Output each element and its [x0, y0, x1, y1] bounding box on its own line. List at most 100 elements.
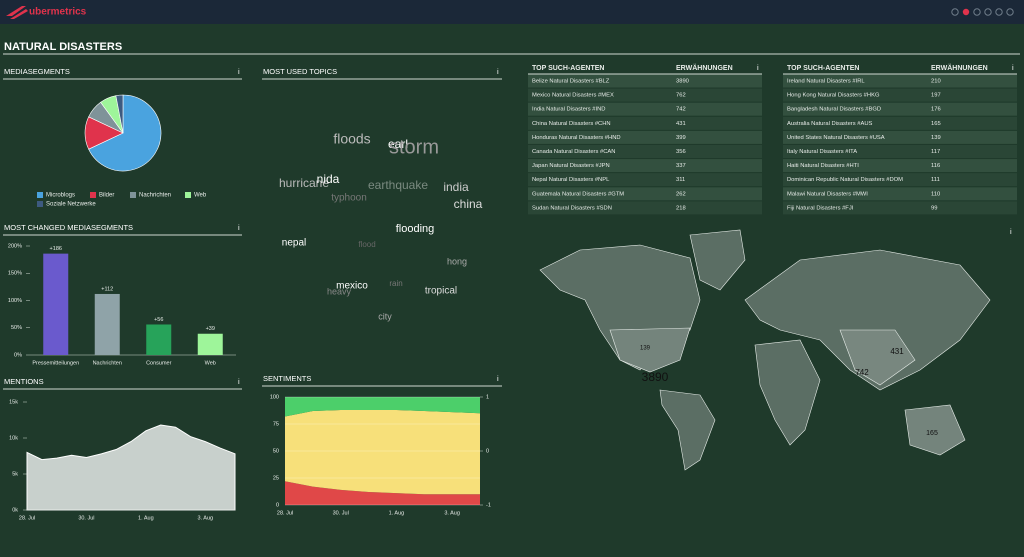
y-tick-label: 200%: [8, 243, 22, 249]
bar: [94, 293, 120, 355]
stacked-area: [285, 481, 480, 505]
table-row: [528, 102, 762, 116]
topic-word[interactable]: nida: [317, 172, 340, 186]
table-row: [528, 130, 762, 144]
topic-word[interactable]: hong: [447, 256, 467, 266]
y-tick-label: 100: [270, 394, 279, 400]
topic-word[interactable]: city: [378, 311, 392, 321]
topic-word[interactable]: storm: [389, 136, 439, 158]
map-label: 431: [890, 347, 904, 356]
table-cell: 742: [676, 107, 686, 113]
table-cell: 337: [676, 163, 686, 169]
table-row: [783, 74, 1017, 88]
x-tick-label: 1. Aug: [138, 515, 154, 521]
map-label: 742: [855, 368, 869, 377]
bar: [43, 253, 69, 355]
x-tick-label: Web: [205, 360, 216, 366]
map-label: 165: [926, 430, 938, 437]
map-label: 139: [640, 346, 651, 352]
info-icon[interactable]: i: [238, 377, 240, 386]
brand: ubermetrics: [29, 7, 87, 18]
info-icon[interactable]: i: [497, 67, 499, 76]
value-label: +186: [50, 246, 62, 252]
table-cell: Mexico Natural Disasters #MEX: [532, 93, 614, 99]
panel-title: MENTIONS: [4, 377, 44, 386]
topic-word[interactable]: hurricane: [279, 176, 329, 190]
table-row: [783, 88, 1017, 102]
topic-word[interactable]: floods: [333, 131, 370, 147]
table-row: [528, 187, 762, 201]
x-tick-label: Consumer: [146, 360, 172, 366]
world-map: [539, 229, 991, 471]
table-cell: Haiti Natural Disasters #HTI: [787, 163, 859, 169]
info-icon[interactable]: i: [1012, 63, 1014, 72]
topic-word[interactable]: earthquake: [368, 178, 428, 192]
table-cell: Honduras Natural Disasters #HND: [532, 135, 621, 141]
topic-word[interactable]: china: [454, 197, 483, 211]
x-tick-label: 3. Aug: [444, 510, 460, 516]
table-cell: 311: [676, 177, 685, 183]
x-tick-label: 30. Jul: [78, 515, 94, 521]
x-tick-label: 28. Jul: [19, 515, 35, 521]
y-tick-label: 5k: [12, 471, 18, 477]
value-label: +112: [101, 286, 113, 292]
topic-word[interactable]: mexico: [336, 281, 368, 292]
y-tick-label: 100%: [8, 298, 22, 304]
table-cell: Sudan Natural Disasters #SDN: [532, 205, 612, 211]
x-tick-label: Pressemitteilungen: [32, 360, 79, 366]
top-bar: [0, 0, 1024, 24]
y-tick-label: 10k: [9, 435, 18, 441]
legend-swatch: [90, 192, 96, 198]
topic-word[interactable]: heavy: [327, 286, 352, 296]
topic-word[interactable]: nepal: [282, 238, 306, 249]
topic-word[interactable]: typhoon: [331, 193, 367, 204]
table-cell: 117: [931, 149, 940, 155]
info-icon[interactable]: i: [757, 63, 759, 72]
panel-title: MOST USED TOPICS: [263, 67, 337, 76]
info-icon[interactable]: i: [497, 374, 499, 383]
y2-tick-label: 1: [486, 394, 489, 400]
x-tick-label: 1. Aug: [389, 510, 405, 516]
table-cell: 110: [931, 191, 940, 197]
table-cell: 116: [931, 163, 940, 169]
table-header: TOP SUCH-AGENTEN: [532, 65, 604, 72]
table-cell: Ireland Natural Disasters #IRL: [787, 79, 865, 85]
topic-word[interactable]: earl: [388, 137, 408, 151]
table-cell: 165: [931, 121, 941, 127]
table-cell: Hong Kong Natural Disasters #HKG: [787, 93, 880, 99]
info-icon[interactable]: i: [238, 67, 240, 76]
y-tick-label: 150%: [8, 271, 22, 277]
topic-word[interactable]: flood: [358, 240, 375, 249]
legend-swatch: [185, 192, 191, 198]
table-row: [783, 145, 1017, 158]
bar: [146, 324, 172, 355]
topic-word[interactable]: tropical: [425, 286, 457, 297]
table-row: [528, 145, 762, 158]
panel-title: MEDIASEGMENTS: [4, 67, 70, 76]
y-tick-label: 25: [273, 475, 279, 481]
y-tick-label: 75: [273, 421, 279, 427]
legend-swatch: [37, 192, 43, 198]
info-icon[interactable]: i: [238, 223, 240, 232]
table-cell: Dominican Republic Natural Disasters #DO…: [787, 177, 903, 183]
page-dots[interactable]: [951, 8, 1014, 16]
topic-word[interactable]: india: [443, 180, 469, 194]
table-header: ERWÄHNUNGEN: [931, 64, 988, 72]
topic-word[interactable]: flooding: [396, 223, 435, 235]
table-cell: Japan Natural Disasters #JPN: [532, 163, 610, 169]
y2-tick-label: 0: [486, 448, 489, 454]
table-cell: China Natural Disasters #CHN: [532, 121, 611, 127]
table-row: [528, 201, 762, 215]
table-row: [528, 116, 762, 130]
topic-word[interactable]: rain: [389, 279, 402, 288]
table-cell: 210: [931, 79, 941, 85]
table-row: [783, 159, 1017, 173]
table-row: [783, 102, 1017, 116]
y-tick-label: 0: [276, 502, 279, 508]
table-cell: Belize Natural Disasters #BLZ: [532, 79, 610, 85]
legend-label: Microblogs: [46, 193, 75, 199]
table-row: [783, 187, 1017, 201]
info-icon[interactable]: i: [1010, 227, 1012, 236]
table-row: [783, 130, 1017, 144]
